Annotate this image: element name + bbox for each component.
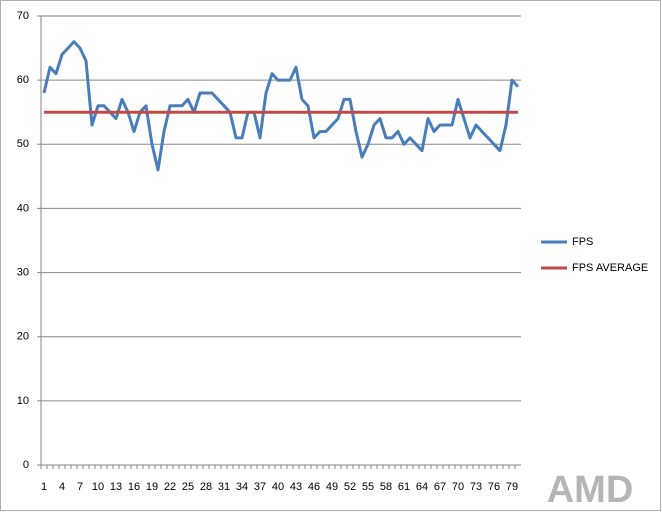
x-tick-label: 34 — [236, 481, 248, 493]
y-tick-label: 70 — [17, 10, 29, 22]
x-tick-label: 70 — [452, 481, 464, 493]
x-tick-label: 46 — [308, 481, 320, 493]
x-tick-label: 49 — [326, 481, 338, 493]
y-tick-label: 10 — [17, 395, 29, 407]
legend-label: FPS — [572, 236, 593, 248]
x-tick-label: 37 — [254, 481, 266, 493]
y-tick-label: 0 — [23, 459, 29, 471]
watermark: AMD — [547, 469, 634, 511]
x-tick-label: 16 — [128, 481, 140, 493]
x-tick-label: 40 — [272, 481, 284, 493]
x-tick-label: 43 — [290, 481, 302, 493]
legend-label: FPS AVERAGE — [572, 262, 648, 274]
x-tick-label: 52 — [344, 481, 356, 493]
y-tick-label: 20 — [17, 331, 29, 343]
y-tick-label: 30 — [17, 266, 29, 278]
x-tick-label: 58 — [380, 481, 392, 493]
x-tick-label: 64 — [416, 481, 428, 493]
y-tick-label: 40 — [17, 202, 29, 214]
x-tick-label: 76 — [488, 481, 500, 493]
line — [42, 40, 520, 172]
x-tick-label: 1 — [41, 481, 47, 493]
x-tick-label: 79 — [506, 481, 518, 493]
x-tick-label: 22 — [164, 481, 176, 493]
x-tick-label: 61 — [398, 481, 410, 493]
x-tick-label: 13 — [110, 481, 122, 493]
x-tick-label: 10 — [92, 481, 104, 493]
y-tick-label: 60 — [17, 74, 29, 86]
x-tick-label: 4 — [59, 481, 65, 493]
x-tick-label: 7 — [77, 481, 83, 493]
x-tick-label: 25 — [182, 481, 194, 493]
x-tick-label: 31 — [218, 481, 230, 493]
x-tick-label: 55 — [362, 481, 374, 493]
x-tick-label: 28 — [200, 481, 212, 493]
x-tick-label: 73 — [470, 481, 482, 493]
y-tick-label: 50 — [17, 138, 29, 150]
x-tick-label: 67 — [434, 481, 446, 493]
x-tick-label: 19 — [146, 481, 158, 493]
